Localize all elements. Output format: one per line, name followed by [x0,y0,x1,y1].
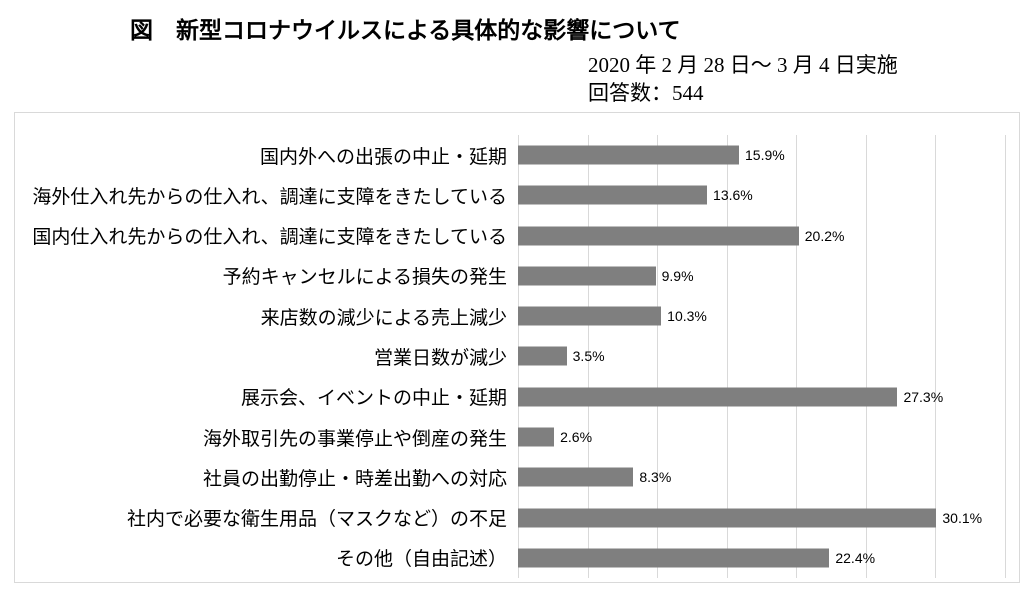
category-label: 海外仕入れ先からの仕入れ、調達に支障をきたしている [32,186,507,208]
bar-track: 27.3% [518,377,1019,417]
bar-track: 10.3% [518,296,1019,336]
bar [518,387,898,407]
chart-row: 営業日数が減少 3.5% [15,336,1019,376]
bar-rows: 国内外への出張の中止・延期 15.9% 海外仕入れ先からの仕入れ、調達に支障をきたし… [15,135,1019,578]
chart-row: 国内仕入れ先からの仕入れ、調達に支障をきたしている 20.2% [15,216,1019,256]
bar-track: 22.4% [518,538,1019,578]
respondent-count: 回答数：544 [588,81,704,105]
value-label: 20.2% [804,227,845,244]
category-label: 社員の出勤停止・時差出勤への対応 [202,468,507,490]
value-label: 9.9% [661,267,694,284]
value-label: 22.4% [835,549,876,566]
bar-track: 20.2% [518,216,1019,256]
bar-track: 8.3% [518,457,1019,497]
chart-row: 社員の出勤停止・時差出勤への対応 8.3% [15,457,1019,497]
category-label: 社内で必要な衛生用品（マスクなど）の不足 [126,509,507,531]
gridline [865,135,867,578]
value-label: 8.3% [639,469,672,486]
category-label: 展示会、イベントの中止・延期 [240,388,507,410]
category-label: その他（自由記述） [335,549,507,571]
chart-row: 来店数の減少による売上減少 10.3% [15,296,1019,336]
chart-row: 展示会、イベントの中止・延期 27.3% [15,377,1019,417]
value-label: 30.1% [942,509,983,526]
chart-row: 海外取引先の事業停止や倒産の発生 2.6% [15,417,1019,457]
value-label: 2.6% [560,429,593,446]
bar [518,508,937,528]
bar [518,306,662,326]
chart-row: 社内で必要な衛生用品（マスクなど）の不足 30.1% [15,497,1019,537]
survey-period: 2020 年 2 月 28 日～ 3 月 4 日実施 [588,53,898,77]
bar [518,226,799,246]
bar-track: 9.9% [518,256,1019,296]
bar [518,145,739,165]
bar [518,346,567,366]
gridline [935,135,936,578]
chart-row: 国内外への出張の中止・延期 15.9% [15,135,1019,175]
category-label: 海外取引先の事業停止や倒産の発生 [202,428,507,450]
gridline [1004,135,1006,578]
gridline [657,135,658,578]
value-label: 27.3% [903,388,944,405]
category-label: 来店数の減少による売上減少 [260,307,507,329]
category-label: 国内仕入れ先からの仕入れ、調達に支障をきたしている [32,227,507,249]
gridline [796,135,797,578]
bar [518,185,708,205]
category-label: 国内外への出張の中止・延期 [259,146,507,168]
bar [518,266,656,286]
gridline [587,135,589,578]
value-label: 3.5% [572,348,605,365]
category-label: 予約キャンセルによる損失の発生 [222,267,507,289]
gridline [726,135,728,578]
chart-title: 図 新型コロナウイルスによる具体的な影響について [130,18,681,43]
chart-area: 国内外への出張の中止・延期 15.9% 海外仕入れ先からの仕入れ、調達に支障をきたし… [14,112,1020,583]
category-label: 営業日数が減少 [373,347,507,369]
survey-info: 2020 年 2 月 28 日～ 3 月 4 日実施 回答数：544 [588,51,898,107]
bar [518,427,555,447]
chart-row: 予約キャンセルによる損失の発生 9.9% [15,256,1019,296]
chart-row: 海外仕入れ先からの仕入れ、調達に支障をきたしている 13.6% [15,175,1019,215]
value-label: 15.9% [745,147,785,164]
value-label: 13.6% [713,187,753,204]
bar-track: 2.6% [518,417,1019,457]
value-label: 10.3% [667,308,707,325]
bar-track: 3.5% [518,336,1019,376]
bar-track: 30.1% [518,497,1019,537]
bar [518,548,830,568]
chart-row: その他（自由記述） 22.4% [15,538,1019,578]
bar [518,467,634,487]
bar-track: 15.9% [518,135,1019,175]
bar-track: 13.6% [518,175,1019,215]
